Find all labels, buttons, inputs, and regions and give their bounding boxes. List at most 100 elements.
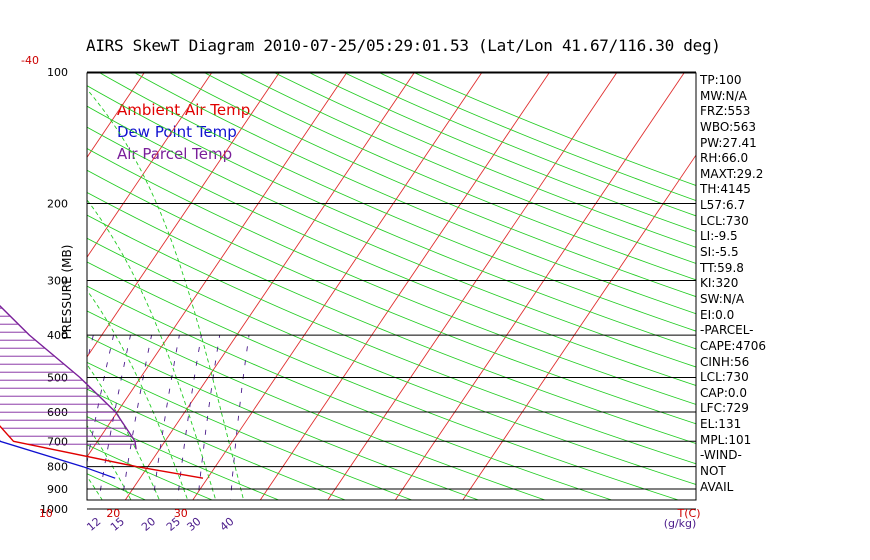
stat-parcel-lcl: LCL:730 [700,370,749,385]
mixing-ratio-line [0,335,9,518]
grid-layer [0,42,696,527]
stat-parcel-header: -PARCEL- [700,323,754,338]
stat-ei: EI:0.0 [700,307,735,322]
stat-th: TH:4145 [700,182,751,197]
stat-lfc: LFC:729 [700,401,749,416]
moist-adiabat-line [0,72,5,518]
isotherm-line [0,42,30,527]
stat-mw: MW:N/A [700,88,747,103]
dry-adiabat-line [87,285,614,500]
stat-tt: TT:59.8 [700,260,744,275]
moist-adiabat-line [87,199,217,500]
isotherm-line [87,73,348,458]
stat-ki: KI:320 [700,276,739,291]
dry-adiabat-line [274,73,696,248]
isotherm-line [87,73,280,358]
moist-adiabat-line [87,475,103,500]
pressure-tick-label: 500 [47,371,68,384]
stat-tp: TP:100 [700,73,742,87]
cape-hatching [0,307,136,445]
pressure-tick-label: 200 [47,198,68,211]
temperature-unit-label: T(C) [677,507,701,520]
stat-lcl: LCL:730 [700,213,749,228]
mixing-ratio-line [177,335,202,500]
moist-adiabat-line [0,72,59,518]
dry-adiabat-line [87,261,680,500]
stat-maxt: MAXT:29.2 [700,166,764,181]
moist-adiabat-line [87,363,160,500]
isotherm-line [327,73,618,500]
pressure-tick-label: 700 [47,435,68,448]
mixing-ratio-label: 40 [218,515,237,534]
stat-el: EL:131 [700,417,742,432]
stats-panel: TP:100 MW:N/A FRZ:553 WBO:563 PW:27.41 R… [700,73,766,495]
dry-adiabat-line [413,73,696,186]
stat-l57: L57:6.7 [700,198,746,213]
mixing-ratio-line [87,334,115,465]
pressure-tick-label: 900 [47,483,68,496]
stat-cap: CAP:0.0 [700,385,747,400]
dew-point-line [0,439,116,479]
legend-dew-point-temp: Dew Point Temp [117,123,237,141]
pressure-tick-label: 1000 [40,503,68,516]
dry-adiabat-line [99,73,696,332]
stat-wbo: WBO:563 [700,119,757,134]
stat-wind-not: NOT [700,464,726,479]
mixing-ratio-label: 12 [84,515,103,534]
dry-adiabat-line [87,191,696,445]
isotherm-line [192,73,483,500]
stat-sw: SW:N/A [700,291,745,306]
dry-adiabat-line [87,126,696,387]
mixing-ratio-line [0,335,33,518]
parcel-temp-line [0,305,137,450]
bottom-temp-tick-label: 10 [39,507,53,520]
legend-ambient-air-temp: Ambient Air Temp [117,101,251,119]
dry-adiabat-line [87,147,696,405]
bottom-temp-tick-label: 30 [174,507,188,520]
dry-adiabat-line [343,73,696,217]
stat-pw: PW:27.41 [700,135,757,150]
isotherm-line [87,73,145,159]
mixing-ratio-line [230,335,250,500]
bottom-temp-tick-label: 20 [106,507,120,520]
dry-adiabat-line [378,73,696,202]
plot-frame [86,72,697,501]
dry-adiabat-line [87,335,480,500]
dry-adiabat-line [87,169,696,425]
isotherm-line [259,73,550,500]
isotherm-line [87,73,213,258]
dry-adiabat-line [169,73,696,298]
moist-adiabat-line [87,88,245,500]
dry-adiabat-line [87,473,147,500]
stat-wind-header: -WIND- [700,448,742,463]
moist-adiabat-line [87,424,132,500]
pressure-tick-label: 400 [47,329,68,342]
stat-mpl: MPL:101 [700,432,752,447]
dry-adiabat-line [0,68,85,503]
isotherm-line [462,154,696,500]
dry-adiabat-line [87,105,696,368]
chart-title: AIRS SkewT Diagram 2010-07-25/05:29:01.5… [86,36,721,55]
dry-adiabat-line [87,416,280,500]
ambient-temp-line [0,425,204,479]
stat-wind-avail: AVAIL [700,479,734,494]
isotherm-line [124,73,415,500]
dry-adiabat-line [87,237,696,485]
moist-adiabat-line [87,289,189,500]
dry-adiabat-line [87,388,347,500]
mixing-ratio-line [121,335,153,500]
stat-li: LI:-9.5 [700,229,738,244]
isotherm-line [394,73,685,500]
dry-adiabat-line [87,310,547,500]
top-temp-tick-label: -40 [21,54,39,67]
pressure-tick-label: 800 [47,461,68,474]
mixing-ratio-line [197,335,221,500]
dry-adiabat-line [204,73,696,281]
mixing-ratio-unit-label: (g/kg) [664,517,697,530]
stat-rh: RH:66.0 [700,151,749,166]
dry-adiabat-line [87,214,696,465]
stat-cinh: CINH:56 [700,354,750,369]
moist-adiabat-line [0,72,86,518]
moist-adiabat-line [0,72,32,518]
